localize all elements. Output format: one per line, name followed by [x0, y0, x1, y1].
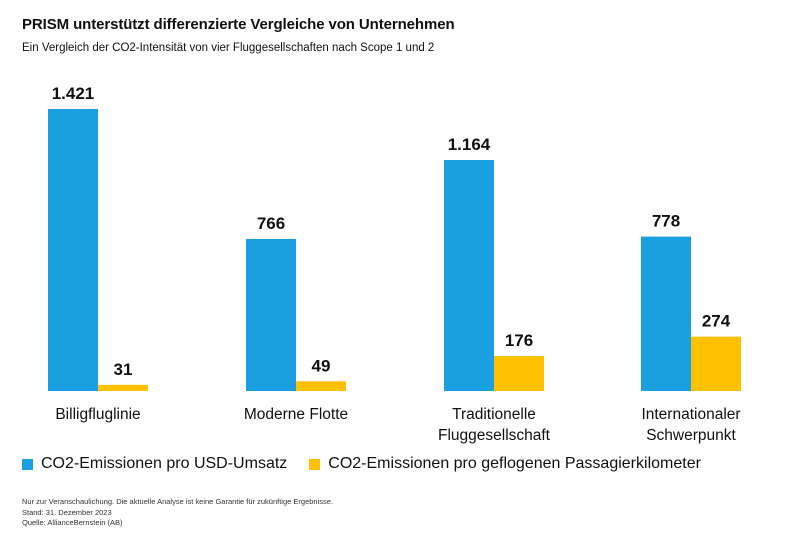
bar-pkm-1 [296, 381, 346, 391]
data-label-pkm-0: 31 [114, 360, 133, 379]
data-label-usd-3: 778 [652, 212, 680, 231]
category-label-3-line-0: Internationaler [641, 406, 740, 423]
data-label-usd-2: 1.164 [448, 135, 491, 154]
legend-label-pkm: CO2-Emissionen pro geflogenen Passagierk… [328, 455, 701, 472]
category-label-1: Moderne Flotte [244, 406, 348, 423]
chart-title: PRISM unterstützt differenzierte Verglei… [22, 16, 455, 33]
legend-item-pkm: CO2-Emissionen pro geflogenen Passagierk… [309, 455, 701, 473]
legend-swatch-usd [22, 458, 33, 470]
legend-item-usd: CO2-Emissionen pro USD-Umsatz [22, 455, 287, 473]
bar-usd-3 [641, 236, 691, 391]
footnote-date: Stand: 31. Dezember 2023 [22, 507, 112, 517]
legend-label-usd: CO2-Emissionen pro USD-Umsatz [41, 455, 288, 472]
footnotes: Nur zur Veranschaulichung. Die aktuelle … [22, 497, 333, 529]
legend-swatch-pkm [309, 458, 321, 470]
bar-usd-0 [48, 109, 98, 391]
data-label-pkm-2: 176 [505, 331, 533, 350]
bar-usd-2 [444, 160, 494, 391]
data-label-usd-1: 766 [257, 214, 285, 233]
category-label-0: Billigfluglinie [55, 406, 140, 423]
bar-pkm-0 [98, 384, 148, 391]
category-label-2-line-0: Traditionelle [452, 406, 536, 423]
chart-subtitle: Ein Vergleich der CO2-Intensität von vie… [22, 42, 435, 54]
bar-pkm-2 [494, 356, 544, 391]
footnote-disclaimer: Nur zur Veranschaulichung. Die aktuelle … [22, 497, 334, 506]
legend: CO2-Emissionen pro USD-Umsatz CO2-Emissi… [22, 455, 723, 473]
data-label-pkm-3: 274 [702, 312, 731, 331]
bar-pkm-3 [691, 336, 741, 391]
category-label-3-line-1: Schwerpunkt [646, 427, 736, 444]
bar-usd-1 [246, 238, 296, 391]
data-label-pkm-1: 49 [312, 356, 331, 375]
footnote-source: Quelle: AllianceBernstein (AB) [22, 518, 123, 527]
category-label-2-line-1: Fluggesellschaft [438, 427, 551, 444]
data-label-usd-0: 1.421 [52, 84, 95, 103]
